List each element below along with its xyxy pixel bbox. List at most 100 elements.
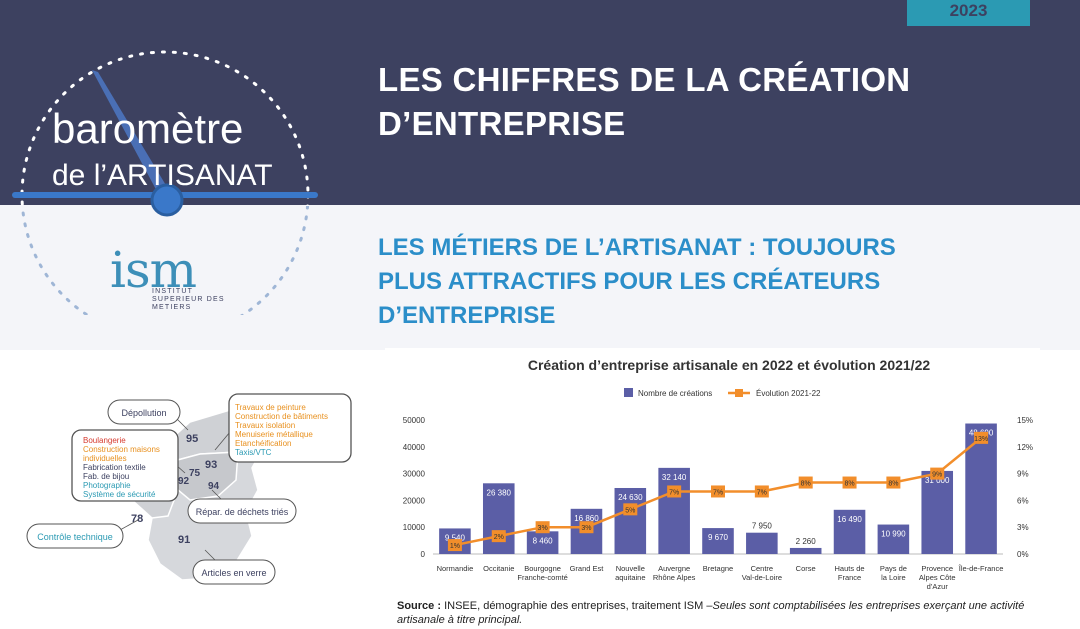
y-right-tick-label: 3% (1017, 523, 1029, 532)
chart-marks: 0 10000 20000 30000 40000 50000 0% 3% 6% 9% 12% 15%… (403, 416, 1033, 591)
bar-data-label: 8 460 (533, 536, 554, 545)
bar-creations (658, 467, 690, 554)
x-category-label: Pays de (880, 564, 907, 573)
callout-right-line: Taxis/VTC (235, 448, 272, 457)
year-tab: 2023 (907, 0, 1030, 26)
bar-creations (921, 470, 954, 554)
x-category-label: Alpes Côte (919, 573, 956, 582)
x-category-label: Bretagne (703, 564, 733, 573)
x-category-label: Corse (796, 564, 816, 573)
y-left-tick-label: 20000 (403, 496, 426, 505)
bar-creations (833, 509, 866, 554)
x-category-label: Centre (751, 564, 774, 573)
y-right-tick-label: 15% (1017, 416, 1033, 425)
bar-data-label: 31 000 (925, 476, 950, 485)
bar-data-label: 2 260 (796, 537, 817, 546)
x-category-label: Auvergne (658, 564, 690, 573)
line-data-label: 7% (757, 489, 767, 496)
line-point-evolution (798, 476, 813, 489)
callout-left-line: individuelles (83, 454, 127, 463)
source-italic: Seules sont comptabilisées les entrepris… (397, 600, 1025, 626)
line-point-evolution (623, 503, 638, 516)
line-point-evolution (579, 521, 594, 534)
dept-label-95: 95 (186, 433, 198, 445)
x-category-label: Grand Est (570, 564, 605, 573)
bar-creations (877, 524, 910, 554)
dept-label-93: 93 (205, 459, 217, 471)
bar-data-label: 16 490 (837, 515, 862, 524)
y-right-tick-label: 6% (1017, 496, 1029, 505)
callout-controle: Contrôle technique (37, 532, 113, 542)
header-band (0, 0, 1080, 205)
bar-creations (614, 487, 647, 554)
y-left-tick-label: 0 (421, 550, 426, 559)
gauge-pivot-icon (150, 183, 184, 217)
compass-needle-icon (92, 70, 170, 197)
bar-data-label: 9 670 (708, 533, 729, 542)
line-data-label: 7% (669, 489, 679, 496)
bar-data-label: 7 950 (752, 522, 773, 531)
line-data-label: 5% (625, 507, 635, 514)
callout-right-line: Construction de bâtiments (235, 412, 328, 421)
line-point-evolution (930, 467, 945, 480)
x-category-label: Occitanie (483, 564, 514, 573)
callout-controle-box (26, 523, 124, 549)
bar-data-label: 32 140 (662, 473, 687, 482)
source-note: Source : INSEE, démographie des entrepri… (397, 599, 1037, 627)
line-data-label: 7% (713, 489, 723, 496)
line-data-label: 1% (450, 543, 460, 550)
ism-institut-line1: INSTITUT (152, 288, 193, 295)
x-category-label: aquitaine (615, 573, 645, 582)
ism-logo-text: ism (110, 241, 197, 299)
x-category-label: France (838, 573, 861, 582)
callout-left-line: Fab. de bijou (83, 472, 129, 481)
line-point-evolution (491, 530, 506, 543)
creation-chart: Création d’entreprise artisanale en 2022… (385, 348, 1040, 600)
x-category-label: Normandie (437, 564, 474, 573)
callout-left-line: Photographie (83, 481, 131, 490)
x-category-label: Franche-comté (517, 573, 567, 582)
line-point-evolution (754, 485, 769, 498)
ism-institut-line2: SUPERIEUR DES (152, 296, 225, 303)
callout-right-line: Travaux de peinture (235, 403, 306, 412)
x-category-label: Nouvelle (616, 564, 645, 573)
callout-left-line: Boulangerie (83, 436, 126, 445)
logo-word-barometre: baromètre (52, 105, 243, 152)
page-title: LES CHIFFRES DE LA CRÉATION D’ENTREPRISE (378, 58, 1018, 146)
x-category-label: Rhône Alpes (653, 573, 696, 582)
callout-articles: Articles en verre (201, 568, 266, 578)
callout-repar-box (187, 498, 297, 524)
line-point-evolution (711, 485, 725, 498)
line-point-evolution (842, 476, 857, 489)
line-point-evolution (535, 521, 550, 534)
barometre-logo: baromètre de l’ARTISANAT ism INSTITUT SU… (0, 50, 330, 315)
bar-data-label: 16 860 (574, 514, 599, 523)
bar-creations (789, 547, 822, 554)
callout-right-box (228, 393, 352, 463)
ring-mask (0, 206, 330, 315)
callout-right-line: Menuiserie métallique (235, 430, 313, 439)
line-data-label: 8% (888, 481, 898, 488)
x-category-label: la Loire (881, 573, 906, 582)
x-category-label: Provence (921, 564, 953, 573)
page-title-line1: LES CHIFFRES DE LA CRÉATION (378, 61, 911, 98)
legend-swatch-creations (624, 388, 633, 397)
page-title-line2: D’ENTREPRISE (378, 105, 626, 142)
callout-depollution: Dépollution (121, 408, 166, 418)
dept-label-92: 92 (178, 476, 190, 487)
ism-institut-line3: METIERS (152, 304, 192, 311)
subtitle-line2: PLUS ATTRACTIFS POUR LES CRÉATEURS (378, 268, 881, 295)
dept-label-94: 94 (208, 481, 220, 492)
line-point-evolution (447, 539, 462, 552)
y-left-tick-label: 40000 (403, 443, 426, 452)
bar-data-label: 10 990 (881, 530, 906, 539)
y-left-tick-label: 30000 (403, 470, 426, 479)
chart-title: Création d’entreprise artisanale en 2022… (528, 357, 930, 373)
section-subtitle: LES MÉTIERS DE L’ARTISANAT : TOUJOURS PL… (378, 231, 1018, 333)
line-point-evolution (974, 431, 989, 444)
idf-map: 95 93 75 92 94 78 91 Dépollution Boulang… (26, 393, 352, 585)
x-category-label: Val-de-Loire (742, 573, 782, 582)
legend-marker-evolution (735, 389, 743, 397)
